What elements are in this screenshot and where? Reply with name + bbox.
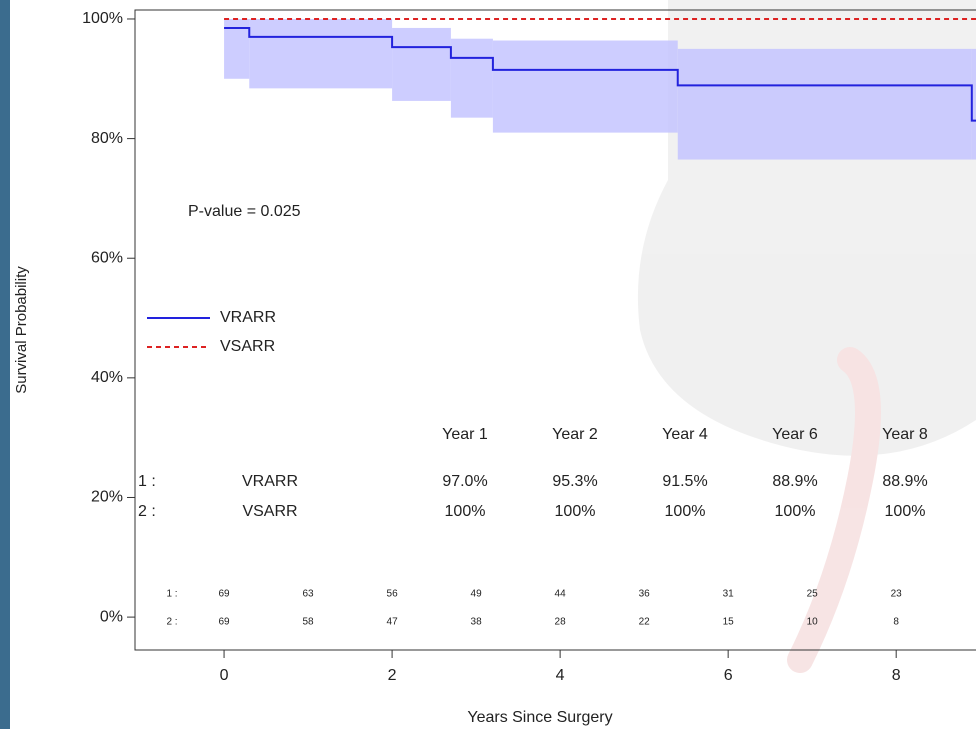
at-risk-count: 23: [891, 589, 903, 600]
x-tick-label: 8: [892, 667, 901, 684]
at-risk-count: 49: [471, 589, 483, 600]
x-axis-label: Years Since Surgery: [467, 709, 612, 726]
row-index: 1 :: [138, 473, 156, 490]
row-index: 2 :: [138, 503, 156, 520]
table-value: 97.0%: [442, 473, 487, 490]
x-tick-label: 4: [556, 667, 565, 684]
x-tick-label: 0: [220, 667, 229, 684]
side-border: [0, 0, 10, 729]
y-tick-label: 40%: [91, 369, 123, 386]
at-risk-count: 69: [218, 589, 230, 600]
table-value: 88.9%: [882, 473, 927, 490]
at-risk-count: 36: [639, 589, 651, 600]
at-risk-count: 38: [471, 617, 483, 628]
table-value: 100%: [775, 503, 816, 520]
at-risk-count: 10: [807, 617, 819, 628]
table-header: Year 6: [772, 426, 818, 443]
page: {"chart_data": { "type": "step", "y_labe…: [0, 0, 976, 729]
at-risk-count: 56: [387, 589, 399, 600]
confidence-band: [392, 28, 451, 101]
table-value: 88.9%: [772, 473, 817, 490]
at-risk-count: 47: [387, 617, 399, 628]
table-value: 100%: [555, 503, 596, 520]
table-value: 100%: [665, 503, 706, 520]
table-header: Year 2: [552, 426, 598, 443]
legend-label: VRARR: [220, 309, 276, 326]
table-header: Year 1: [442, 426, 488, 443]
at-risk-count: 44: [555, 589, 567, 600]
risk-index: 2 :: [166, 617, 177, 628]
at-risk-count: 8: [893, 617, 899, 628]
row-name: VRARR: [242, 473, 298, 490]
y-axis-label: Survival Probability: [13, 266, 30, 394]
row-name: VSARR: [242, 503, 297, 520]
at-risk-count: 15: [723, 617, 735, 628]
at-risk-count: 25: [807, 589, 819, 600]
at-risk-count: 58: [303, 617, 315, 628]
table-value: 91.5%: [662, 473, 707, 490]
y-tick-label: 100%: [82, 10, 123, 27]
table-value: 95.3%: [552, 473, 597, 490]
y-tick-label: 80%: [91, 130, 123, 147]
at-risk-count: 22: [639, 617, 651, 628]
p-value: P-value = 0.025: [188, 203, 301, 220]
confidence-band: [451, 39, 493, 118]
at-risk-count: 63: [303, 589, 315, 600]
risk-index: 1 :: [166, 589, 177, 600]
at-risk-count: 31: [723, 589, 735, 600]
at-risk-count: 28: [555, 617, 567, 628]
table-value: 100%: [445, 503, 486, 520]
confidence-band: [678, 49, 972, 160]
at-risk-count: 69: [218, 617, 230, 628]
chart: Survival Probability Years Since Surgery…: [0, 0, 976, 729]
y-tick-label: 60%: [91, 249, 123, 266]
table-value: 100%: [885, 503, 926, 520]
table-header: Year 4: [662, 426, 708, 443]
x-tick-label: 2: [388, 667, 397, 684]
x-tick-label: 6: [724, 667, 733, 684]
y-tick-label: 20%: [91, 489, 123, 506]
legend-label: VSARR: [220, 338, 275, 355]
table-header: Year 8: [882, 426, 928, 443]
confidence-band: [249, 19, 392, 88]
confidence-band: [493, 41, 678, 133]
y-tick-label: 0%: [100, 608, 123, 625]
